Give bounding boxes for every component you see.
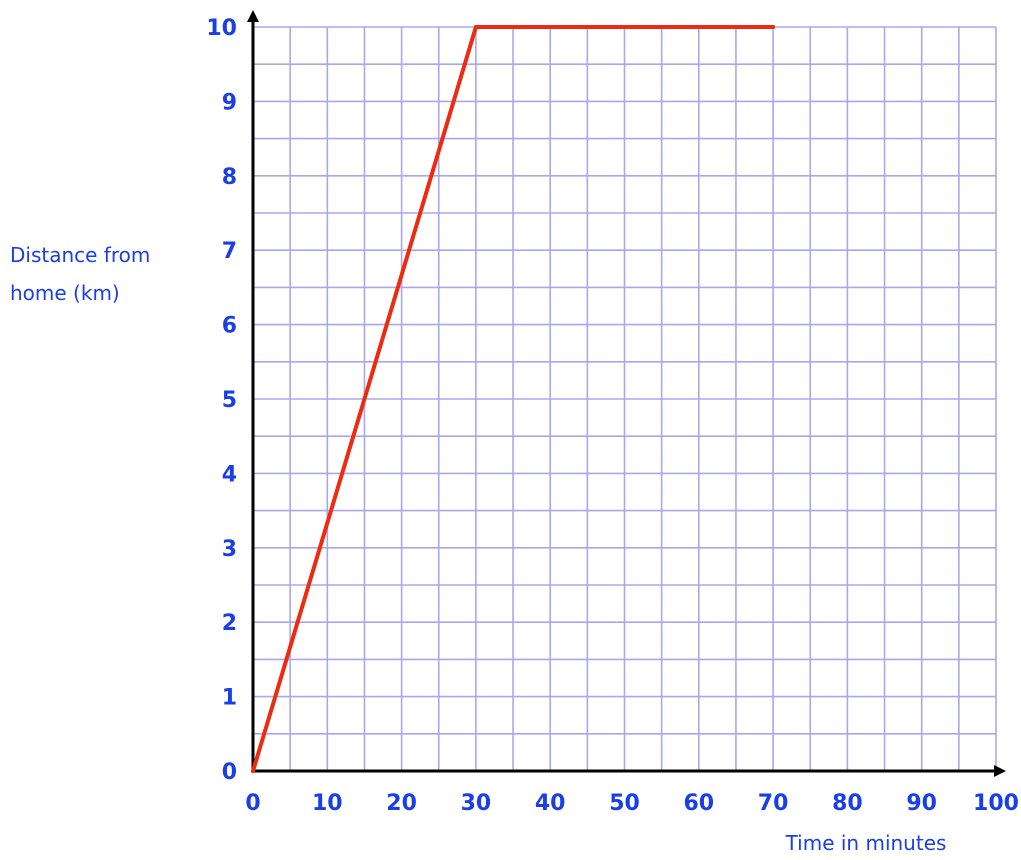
x-tick-label: 50 (609, 791, 640, 816)
y-tick-label: 8 (222, 165, 237, 190)
y-tick-label: 4 (222, 462, 237, 487)
series (251, 25, 776, 773)
y-tick-label: 10 (206, 16, 237, 41)
y-axis-label-line-1: Distance from (10, 243, 150, 267)
x-tick-label: 40 (535, 791, 566, 816)
y-tick-label: 7 (222, 239, 237, 264)
x-tick-label: 60 (683, 791, 714, 816)
x-tick-labels: 0 10 20 30 40 50 60 70 80 90 100 (245, 791, 1019, 816)
data-point (473, 25, 478, 29)
x-tick-label: 70 (758, 791, 789, 816)
y-tick-label: 0 (222, 760, 237, 785)
x-tick-label: 10 (312, 791, 343, 816)
y-tick-label: 3 (222, 537, 237, 562)
y-tick-labels: 0 1 2 3 4 5 6 7 8 9 10 (206, 16, 237, 785)
x-tick-label: 30 (461, 791, 492, 816)
y-tick-label: 6 (222, 314, 237, 339)
y-tick-label: 5 (222, 388, 237, 413)
x-tick-label: 20 (386, 791, 417, 816)
y-axis-arrow (247, 10, 259, 22)
x-tick-label: 0 (245, 791, 260, 816)
x-tick-label: 100 (973, 791, 1019, 816)
data-point (251, 769, 255, 773)
data-point (771, 25, 776, 29)
x-tick-label: 90 (906, 791, 937, 816)
y-axis-label-line-2: home (km) (10, 281, 120, 305)
y-tick-label: 1 (222, 686, 237, 711)
x-axis-label: Time in minutes (785, 831, 947, 855)
y-tick-label: 9 (222, 90, 237, 115)
x-axis-arrow (994, 765, 1006, 777)
y-tick-label: 2 (222, 611, 237, 636)
axes (247, 10, 1006, 777)
x-tick-label: 80 (832, 791, 863, 816)
